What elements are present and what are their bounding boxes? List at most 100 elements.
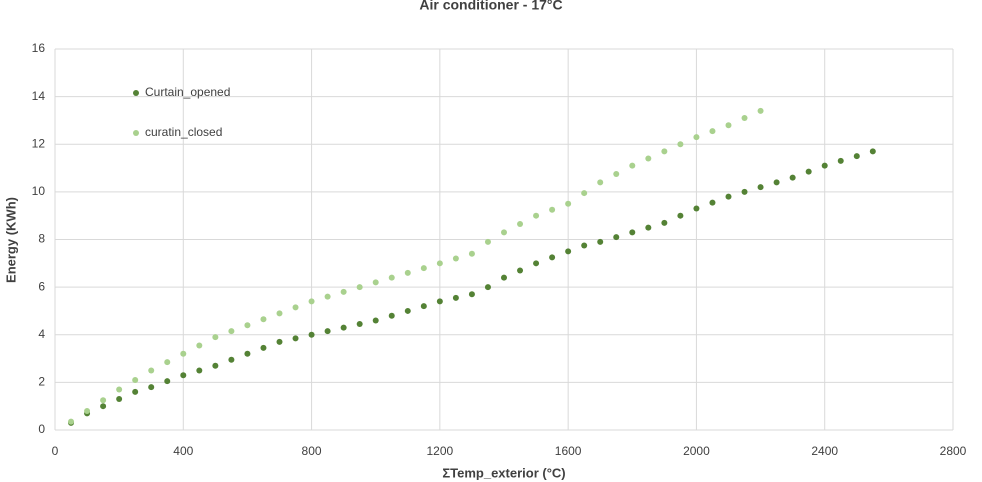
data-point <box>501 274 507 281</box>
data-point <box>837 157 844 164</box>
data-point <box>420 265 427 272</box>
y-tick-label: 10 <box>32 184 46 198</box>
data-point <box>661 148 668 155</box>
data-point <box>228 328 235 335</box>
legend-label: Curtain_opened <box>145 85 230 99</box>
x-tick-label: 2400 <box>811 444 838 458</box>
data-point <box>805 168 812 175</box>
legend-marker <box>133 130 139 136</box>
data-point <box>116 386 123 393</box>
data-point <box>340 288 347 295</box>
data-point <box>725 193 732 200</box>
data-point <box>693 205 700 212</box>
y-tick-label: 8 <box>38 232 45 246</box>
chart-title: Air conditioner - 17°C <box>419 0 562 13</box>
data-point <box>164 359 171 366</box>
data-point <box>693 134 700 141</box>
data-point <box>180 372 187 379</box>
data-point <box>372 317 379 324</box>
y-tick-label: 6 <box>38 279 45 293</box>
data-point <box>324 293 331 300</box>
data-point <box>869 148 876 155</box>
data-point <box>148 367 155 374</box>
data-point <box>581 242 588 249</box>
x-tick-label: 400 <box>173 444 193 458</box>
data-point <box>404 269 411 276</box>
data-point <box>260 344 267 351</box>
data-point <box>581 190 588 197</box>
data-point <box>789 174 796 181</box>
data-point <box>68 418 75 425</box>
data-point <box>677 141 684 148</box>
data-point <box>549 254 556 261</box>
x-tick-label: 1600 <box>555 444 582 458</box>
data-point <box>613 171 620 178</box>
data-point <box>741 115 748 122</box>
data-point <box>757 107 764 114</box>
data-point <box>741 188 748 195</box>
data-point <box>565 248 572 255</box>
data-point <box>468 250 475 257</box>
data-point <box>196 367 203 374</box>
data-point <box>292 335 299 342</box>
y-tick-label: 2 <box>38 375 45 389</box>
data-point <box>100 397 107 404</box>
data-point <box>276 310 283 317</box>
data-point <box>645 155 652 162</box>
data-point <box>388 312 395 319</box>
data-point <box>645 224 652 231</box>
data-point <box>420 303 427 310</box>
data-point <box>292 304 299 311</box>
data-point <box>565 200 572 207</box>
data-point <box>853 153 860 160</box>
data-point <box>212 362 219 369</box>
data-point <box>356 321 363 328</box>
x-tick-label: 1200 <box>427 444 454 458</box>
data-point <box>677 212 684 219</box>
data-point <box>116 396 123 403</box>
data-point <box>629 162 636 169</box>
x-tick-label: 2800 <box>940 444 967 458</box>
y-tick-label: 16 <box>32 41 46 55</box>
y-tick-label: 0 <box>38 422 45 436</box>
data-point <box>340 324 347 331</box>
data-point <box>661 219 668 226</box>
data-point <box>372 279 379 286</box>
data-point <box>244 350 251 357</box>
data-point <box>773 179 780 186</box>
data-point <box>549 206 556 213</box>
data-point <box>452 294 459 301</box>
data-point <box>244 322 251 329</box>
y-tick-label: 12 <box>32 136 46 150</box>
y-tick-label: 4 <box>38 327 45 341</box>
data-point <box>148 384 155 391</box>
data-point <box>436 260 443 267</box>
data-point <box>84 407 91 414</box>
y-axis-label: Energy (KWh) <box>3 197 18 283</box>
data-point <box>276 338 283 345</box>
legend-marker <box>133 90 139 96</box>
data-point <box>308 331 315 338</box>
data-point <box>484 238 491 245</box>
data-point <box>180 350 187 357</box>
data-point <box>533 260 540 267</box>
data-point <box>212 334 219 341</box>
data-point <box>324 328 331 335</box>
data-point <box>436 298 443 305</box>
data-point <box>517 221 524 228</box>
data-point <box>468 291 475 298</box>
data-point <box>629 229 636 236</box>
data-point <box>196 342 203 349</box>
x-tick-label: 0 <box>52 444 59 458</box>
data-point <box>484 284 491 291</box>
x-axis-label: ΣTemp_exterior (°C) <box>442 465 565 480</box>
data-point <box>388 274 395 281</box>
data-point <box>533 212 540 219</box>
data-point <box>709 199 716 206</box>
data-point <box>597 238 604 245</box>
data-point <box>100 403 107 410</box>
x-tick-label: 800 <box>302 444 322 458</box>
data-point <box>613 234 620 241</box>
data-point <box>404 307 411 314</box>
